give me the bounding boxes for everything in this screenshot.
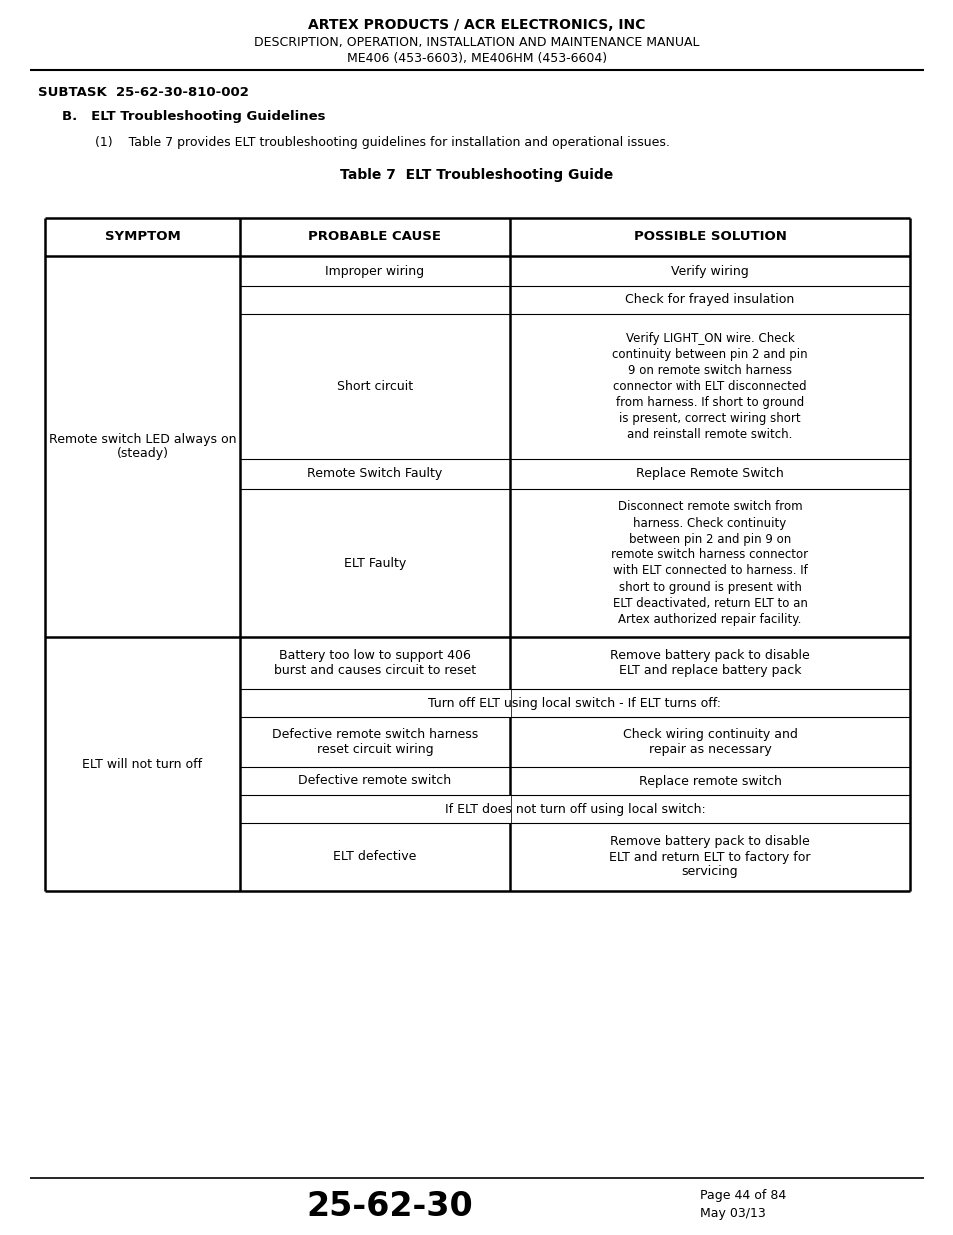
Text: Remote switch LED always on
(steady): Remote switch LED always on (steady) bbox=[49, 432, 236, 461]
Text: Remove battery pack to disable
ELT and return ELT to factory for
servicing: Remove battery pack to disable ELT and r… bbox=[609, 836, 810, 878]
Text: Check for frayed insulation: Check for frayed insulation bbox=[625, 294, 794, 306]
Text: ELT Faulty: ELT Faulty bbox=[343, 557, 406, 569]
Text: Remove battery pack to disable
ELT and replace battery pack: Remove battery pack to disable ELT and r… bbox=[610, 650, 809, 677]
Text: Remote Switch Faulty: Remote Switch Faulty bbox=[307, 468, 442, 480]
Text: If ELT does not turn off using local switch:: If ELT does not turn off using local swi… bbox=[444, 803, 704, 815]
Text: Battery too low to support 406
burst and causes circuit to reset: Battery too low to support 406 burst and… bbox=[274, 650, 476, 677]
Text: Replace remote switch: Replace remote switch bbox=[638, 774, 781, 788]
Text: Turn off ELT using local switch - If ELT turns off:: Turn off ELT using local switch - If ELT… bbox=[428, 697, 720, 709]
Text: ELT defective: ELT defective bbox=[333, 851, 416, 863]
Text: SUBTASK  25-62-30-810-002: SUBTASK 25-62-30-810-002 bbox=[38, 86, 249, 99]
Text: Page 44 of 84: Page 44 of 84 bbox=[700, 1189, 785, 1203]
Text: PROBABLE CAUSE: PROBABLE CAUSE bbox=[308, 231, 441, 243]
Text: (1)    Table 7 provides ELT troubleshooting guidelines for installation and oper: (1) Table 7 provides ELT troubleshooting… bbox=[95, 136, 669, 149]
Text: POSSIBLE SOLUTION: POSSIBLE SOLUTION bbox=[633, 231, 785, 243]
Text: ARTEX PRODUCTS / ACR ELECTRONICS, INC: ARTEX PRODUCTS / ACR ELECTRONICS, INC bbox=[308, 19, 645, 32]
Text: Defective remote switch: Defective remote switch bbox=[298, 774, 451, 788]
Text: Verify LIGHT_ON wire. Check
continuity between pin 2 and pin
9 on remote switch : Verify LIGHT_ON wire. Check continuity b… bbox=[612, 332, 807, 441]
Text: DESCRIPTION, OPERATION, INSTALLATION AND MAINTENANCE MANUAL: DESCRIPTION, OPERATION, INSTALLATION AND… bbox=[254, 36, 699, 49]
Text: Defective remote switch harness
reset circuit wiring: Defective remote switch harness reset ci… bbox=[272, 727, 477, 756]
Text: Verify wiring: Verify wiring bbox=[670, 264, 748, 278]
Bar bbox=[509, 795, 511, 823]
Text: SYMPTOM: SYMPTOM bbox=[105, 231, 180, 243]
Text: 25-62-30: 25-62-30 bbox=[306, 1191, 473, 1224]
Text: ELT will not turn off: ELT will not turn off bbox=[82, 757, 202, 771]
Text: Improper wiring: Improper wiring bbox=[325, 264, 424, 278]
Text: B.   ELT Troubleshooting Guidelines: B. ELT Troubleshooting Guidelines bbox=[62, 110, 325, 124]
Text: Replace Remote Switch: Replace Remote Switch bbox=[636, 468, 783, 480]
Bar bbox=[509, 689, 511, 716]
Text: Table 7  ELT Troubleshooting Guide: Table 7 ELT Troubleshooting Guide bbox=[340, 168, 613, 182]
Text: Check wiring continuity and
repair as necessary: Check wiring continuity and repair as ne… bbox=[622, 727, 797, 756]
Text: ME406 (453-6603), ME406HM (453-6604): ME406 (453-6603), ME406HM (453-6604) bbox=[347, 52, 606, 65]
Text: Disconnect remote switch from
harness. Check continuity
between pin 2 and pin 9 : Disconnect remote switch from harness. C… bbox=[611, 500, 808, 625]
Text: May 03/13: May 03/13 bbox=[700, 1207, 765, 1219]
Text: Short circuit: Short circuit bbox=[336, 380, 413, 393]
